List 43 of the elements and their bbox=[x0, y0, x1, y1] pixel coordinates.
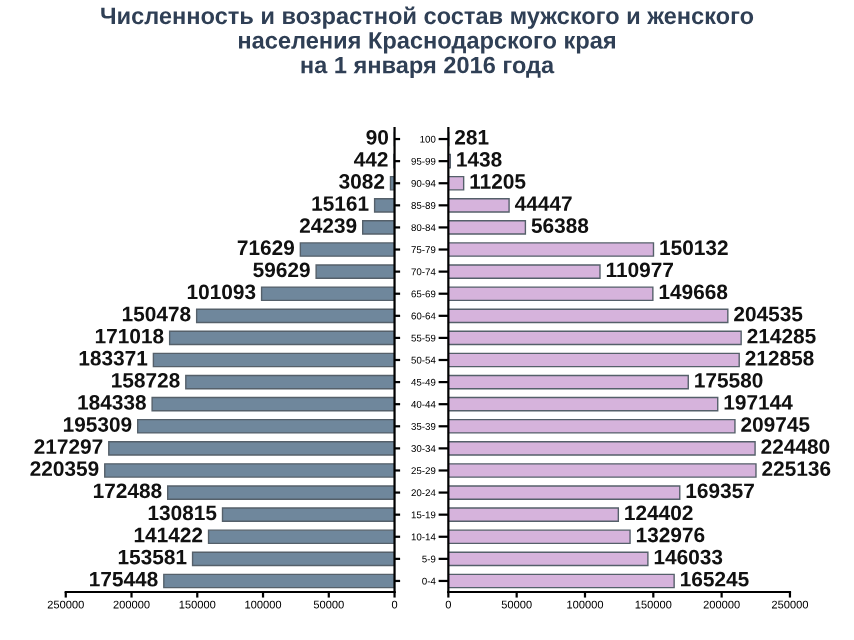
data-label: 124402 bbox=[625, 505, 693, 521]
chart-title: Численность и возрастной состав мужского и женского населения Краснодарского края на 1 января 2016 года bbox=[101, 6, 754, 79]
data-label: 175580 bbox=[695, 372, 763, 388]
data-label: 195309 bbox=[63, 417, 132, 432]
data-label: 11205 bbox=[470, 174, 526, 189]
data-label: 169357 bbox=[686, 483, 754, 499]
data-label: 101093 bbox=[187, 284, 256, 300]
data-label: 171018 bbox=[95, 328, 164, 344]
data-label: 183371 bbox=[79, 350, 148, 366]
data-label: 175448 bbox=[90, 571, 158, 587]
data-label: 197144 bbox=[724, 395, 793, 410]
data-label: 1438 bbox=[457, 151, 502, 167]
data-label: 44447 bbox=[514, 196, 572, 211]
data-label: 150478 bbox=[122, 306, 191, 322]
data-label: 281 bbox=[455, 129, 489, 145]
data-label: 225136 bbox=[762, 461, 831, 477]
data-label: 214285 bbox=[747, 328, 816, 344]
data-label: 220359 bbox=[30, 461, 99, 477]
data-label: 209745 bbox=[741, 417, 810, 432]
data-label: 146033 bbox=[654, 549, 723, 565]
data-label: 217297 bbox=[34, 439, 103, 454]
data-label: 56388 bbox=[531, 218, 589, 234]
data-label: 149668 bbox=[659, 284, 728, 300]
data-label: 141422 bbox=[134, 527, 203, 543]
data-label: 24239 bbox=[299, 218, 357, 234]
data-label: 158728 bbox=[112, 372, 180, 388]
data-label: 184338 bbox=[78, 395, 146, 410]
data-label: 150132 bbox=[660, 240, 728, 256]
data-label: 90 bbox=[366, 129, 389, 145]
data-label: 132976 bbox=[636, 527, 705, 543]
data-label: 59629 bbox=[253, 262, 310, 278]
data-label: 71629 bbox=[237, 240, 295, 256]
data-label: 3082 bbox=[339, 174, 385, 189]
data-label: 153581 bbox=[118, 549, 187, 565]
data-label: 212858 bbox=[745, 350, 814, 366]
data-label: 110977 bbox=[606, 262, 673, 278]
data-label: 15161 bbox=[312, 196, 369, 211]
data-label: 130815 bbox=[148, 505, 217, 521]
data-label: 442 bbox=[353, 151, 388, 167]
data-label: 172488 bbox=[93, 483, 162, 499]
data-label: 165245 bbox=[681, 571, 749, 587]
data-label: 204535 bbox=[734, 306, 803, 322]
data-label: 224480 bbox=[761, 439, 830, 454]
